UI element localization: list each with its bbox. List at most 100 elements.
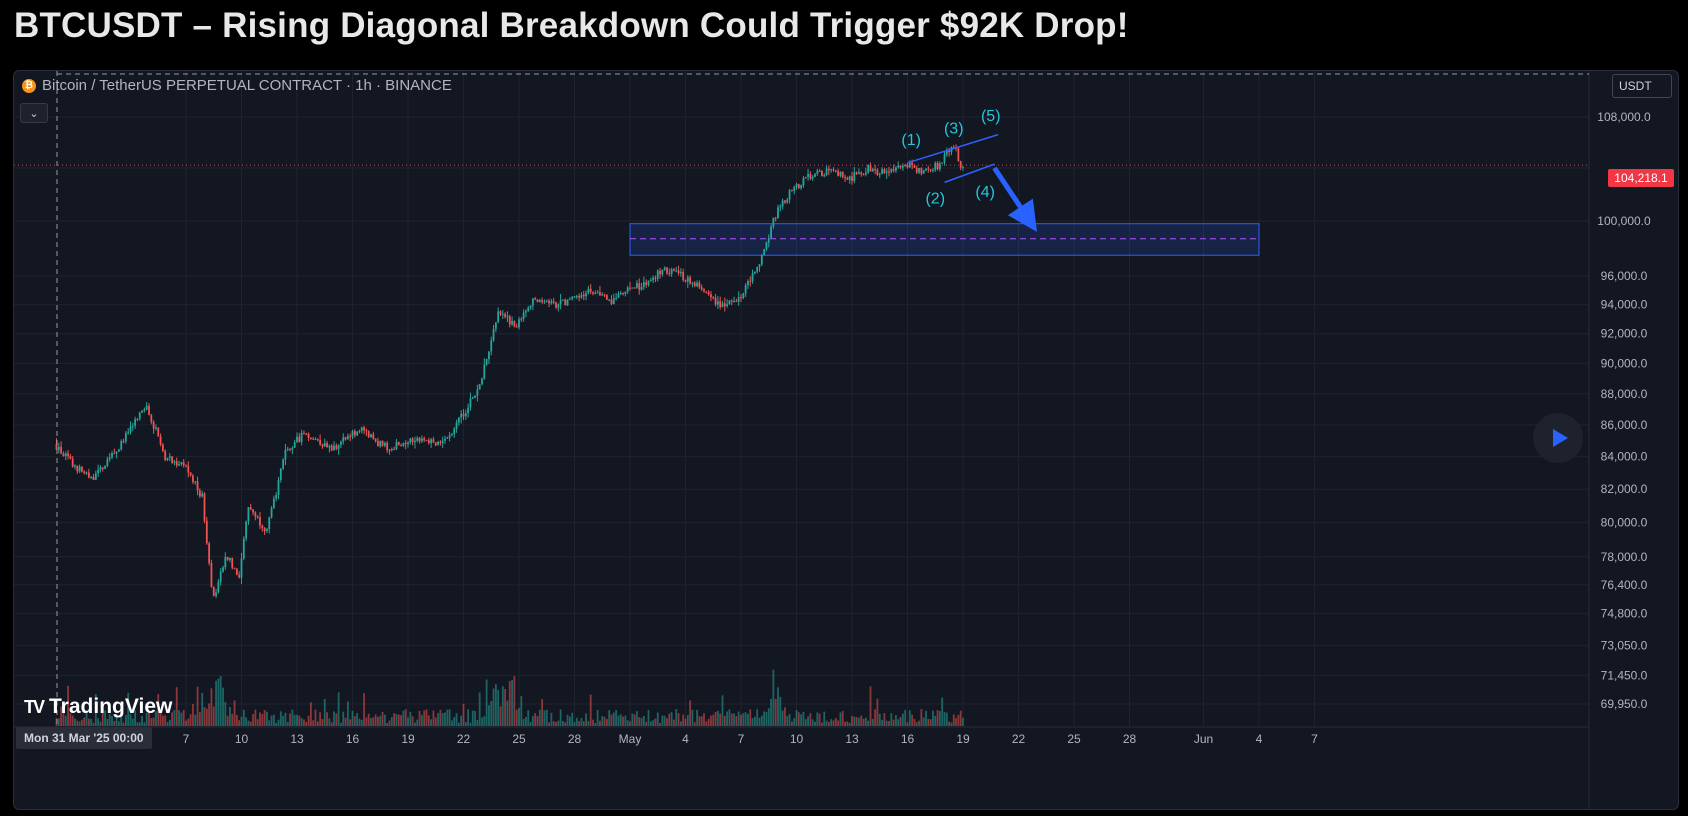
volume-bar bbox=[959, 710, 962, 726]
wave-label: (2) bbox=[925, 191, 945, 208]
volume-bar bbox=[388, 720, 391, 726]
candle-body bbox=[578, 296, 581, 298]
candle-body bbox=[677, 270, 680, 274]
candle-body bbox=[592, 292, 594, 294]
volume-bar bbox=[192, 704, 194, 726]
demand-zone-box bbox=[629, 223, 1260, 256]
candle-body bbox=[612, 298, 615, 305]
volume-bar bbox=[349, 719, 352, 726]
candle-body bbox=[911, 162, 914, 165]
candle-body bbox=[867, 164, 870, 173]
volume-bar bbox=[326, 712, 328, 726]
candle-body bbox=[756, 266, 759, 272]
candle-body bbox=[899, 165, 902, 168]
candle-body bbox=[286, 448, 289, 450]
candle-body bbox=[913, 164, 916, 168]
volume-bar bbox=[104, 710, 106, 726]
volume-bar bbox=[351, 711, 354, 726]
volume-bar bbox=[74, 718, 76, 726]
candle-body bbox=[814, 173, 816, 177]
candle-body bbox=[363, 427, 365, 431]
volume-bar bbox=[804, 719, 807, 726]
y-axis-tick-label: 92,000.0 bbox=[1601, 327, 1648, 341]
volume-bar bbox=[753, 716, 756, 726]
candle-body bbox=[157, 427, 160, 437]
candle-body bbox=[298, 436, 301, 442]
volume-bar bbox=[312, 720, 315, 726]
candle-body bbox=[622, 293, 624, 295]
volume-bar bbox=[148, 710, 150, 726]
candle-body bbox=[233, 567, 236, 569]
volume-bar bbox=[823, 711, 826, 726]
candle-body bbox=[518, 319, 520, 328]
replay-button[interactable] bbox=[1533, 413, 1583, 463]
volume-bar bbox=[374, 714, 377, 726]
candle-body bbox=[564, 299, 567, 306]
volume-bar bbox=[663, 715, 666, 726]
candle-body bbox=[830, 169, 833, 171]
x-axis-tick-label: 19 bbox=[956, 732, 970, 746]
volume-bar bbox=[467, 709, 470, 726]
volume-bar bbox=[215, 680, 217, 726]
x-axis-tick-label: 4 bbox=[682, 732, 689, 746]
candle-body bbox=[446, 437, 449, 439]
candle-body bbox=[765, 242, 768, 250]
chart-panel[interactable]: (1) (2) (3) (4) (5) 108,000.0 100,000.0 96,000… bbox=[13, 70, 1679, 810]
volume-bar bbox=[293, 714, 296, 726]
volume-bar bbox=[252, 714, 254, 726]
candlestick-chart[interactable]: (1) (2) (3) (4) (5) 108,000.0 100,000.0 96,000… bbox=[14, 71, 1678, 809]
collapse-legend-button[interactable]: ⌄ bbox=[20, 103, 48, 123]
candle-body bbox=[733, 300, 735, 302]
volume-bar bbox=[957, 714, 960, 726]
candle-body bbox=[127, 432, 130, 434]
candle-body bbox=[804, 176, 807, 179]
candle-body bbox=[735, 300, 738, 302]
volume-bar bbox=[599, 720, 601, 726]
volume-bar bbox=[760, 715, 763, 726]
volume-bar bbox=[895, 715, 897, 726]
candle-body bbox=[277, 480, 280, 495]
volume-bar bbox=[497, 689, 500, 726]
volume-bar bbox=[522, 719, 525, 726]
candle-body bbox=[936, 162, 939, 170]
candle-body bbox=[538, 300, 541, 302]
volume-bar bbox=[707, 718, 710, 726]
candle-body bbox=[90, 476, 93, 478]
volume-bar bbox=[619, 714, 622, 726]
candle-body bbox=[878, 173, 881, 175]
candle-body bbox=[222, 567, 224, 572]
volume-bar bbox=[150, 718, 153, 726]
candle-body bbox=[714, 297, 717, 305]
volume-bar bbox=[700, 716, 703, 726]
volume-bar bbox=[101, 711, 104, 726]
candle-body bbox=[811, 176, 814, 179]
candle-body bbox=[784, 200, 786, 203]
candle-body bbox=[104, 465, 106, 469]
volume-bar bbox=[108, 714, 111, 726]
volume-bar bbox=[765, 711, 768, 726]
candle-body bbox=[541, 300, 544, 302]
candle-body bbox=[848, 176, 851, 180]
candle-body bbox=[175, 461, 178, 466]
candle-body bbox=[721, 303, 724, 307]
candle-body bbox=[374, 438, 377, 442]
currency-selector[interactable]: USDT bbox=[1612, 74, 1672, 98]
volume-bar bbox=[328, 718, 331, 726]
candle-body bbox=[603, 294, 606, 296]
candle-body bbox=[929, 169, 932, 171]
x-axis-tick-label: 19 bbox=[401, 732, 415, 746]
candle-body bbox=[952, 147, 955, 149]
symbol-legend[interactable]: ₿ Bitcoin / TetherUS PERPETUAL CONTRACT … bbox=[22, 77, 452, 94]
tradingview-logo[interactable]: TV TradingView bbox=[24, 695, 172, 719]
volume-bar bbox=[922, 717, 925, 726]
volume-bar bbox=[390, 717, 393, 726]
volume-bar bbox=[915, 722, 918, 726]
candle-body bbox=[747, 280, 749, 286]
volume-bar bbox=[145, 712, 148, 726]
candle-body bbox=[321, 444, 324, 447]
candle-body bbox=[198, 490, 201, 497]
candle-body bbox=[152, 421, 155, 429]
volume-bar bbox=[608, 709, 611, 726]
projection-arrow-head bbox=[1007, 198, 1037, 232]
candle-body bbox=[108, 457, 111, 460]
